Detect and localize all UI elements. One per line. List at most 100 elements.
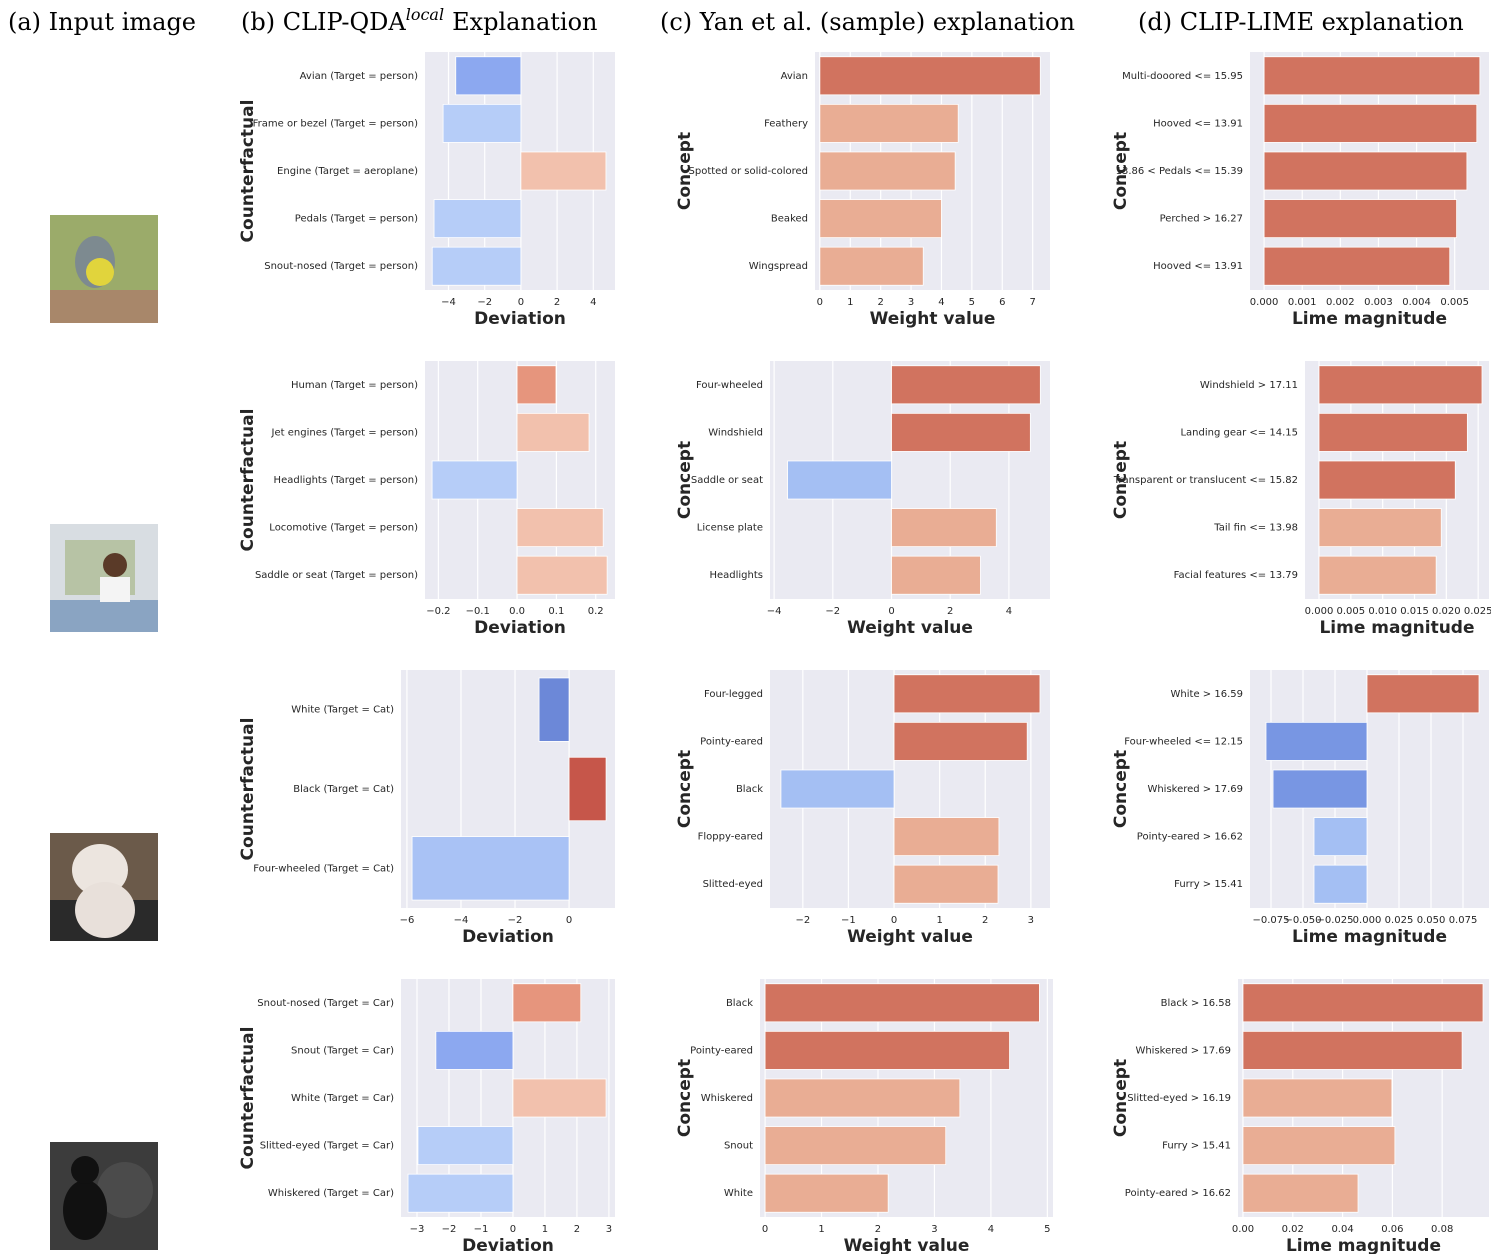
bar: [1318, 412, 1468, 452]
x-tick-label: 0.000: [1353, 915, 1382, 926]
x-axis-label: Lime magnitude: [1286, 1236, 1441, 1254]
bar: [764, 1173, 889, 1213]
x-tick-label: 0.005: [1337, 606, 1366, 617]
x-tick-label: 0.020: [1432, 606, 1461, 617]
bar: [1318, 460, 1456, 500]
bar: [1263, 199, 1457, 239]
y-tick-label: Wingspread: [749, 261, 808, 272]
bar: [516, 555, 608, 595]
y-tick-label: Four-wheeled <= 12.15: [1124, 736, 1243, 747]
x-tick-label: 1: [847, 297, 853, 308]
y-tick-label: Tail fin <= 13.98: [1213, 523, 1298, 534]
y-tick-label: Transparent or translucent <= 15.82: [1113, 475, 1298, 486]
chart: −0.075−0.050−0.025 0.000 0.025 0.050 0.075 Wh…: [1111, 670, 1489, 947]
y-axis-label: Concept: [675, 750, 695, 828]
bar: [780, 769, 895, 809]
y-tick-label: Jet engines (Target = person): [271, 427, 419, 438]
y-tick-label: Snout: [724, 1141, 753, 1152]
y-tick-label: Avian: [781, 71, 808, 82]
y-tick-label: Headlights (Target = person): [274, 475, 419, 486]
bar: [893, 674, 1041, 714]
x-tick-label: −3: [410, 1224, 425, 1235]
y-tick-label: Whiskered > 17.69: [1147, 784, 1243, 795]
bar: [516, 412, 590, 452]
header-b-sup: local: [406, 5, 444, 24]
y-tick-label: White: [724, 1188, 753, 1199]
x-axis-label: Lime magnitude: [1319, 618, 1474, 638]
y-axis-label: Concept: [675, 1059, 695, 1137]
input-image-bird: [50, 215, 158, 323]
x-axis-label: Lime magnitude: [1292, 927, 1447, 947]
x-tick-label: 0.02: [1282, 1224, 1304, 1235]
x-tick-label: −0.050: [1284, 915, 1321, 926]
x-tick-label: 5: [969, 297, 975, 308]
y-tick-label: Saddle or seat (Target = person): [255, 570, 418, 581]
x-axis-label: Weight value: [847, 927, 973, 947]
x-tick-label: 1: [542, 1224, 548, 1235]
bar: [819, 199, 942, 239]
input-image-black-cat: [50, 1142, 158, 1250]
header-b-prefix: (b) CLIP-QDA: [241, 8, 406, 36]
x-axis-label: Deviation: [462, 927, 554, 947]
y-axis-label: Concept: [1111, 1059, 1131, 1137]
x-tick-label: 0: [817, 297, 823, 308]
x-tick-label: 0: [566, 915, 572, 926]
y-tick-label: Black: [736, 784, 763, 795]
y-axis-label: Counterfactual: [238, 1027, 258, 1170]
bar: [411, 836, 570, 901]
y-tick-label: Black > 16.58: [1161, 998, 1231, 1009]
x-axis-label: Weight value: [847, 618, 973, 638]
y-tick-label: Pointy-eared > 16.62: [1137, 832, 1243, 843]
x-tick-label: −1: [474, 1224, 489, 1235]
x-tick-label: 2: [947, 606, 953, 617]
bar: [1313, 864, 1368, 904]
bar: [1265, 721, 1368, 761]
chart: 0 1 2 3 4 5 6 7 Avian Feathery Spotted or solid-co…: [675, 52, 1050, 329]
y-tick-label: Snout (Target = Car): [291, 1045, 394, 1056]
y-tick-label: Whiskered: [701, 1093, 753, 1104]
bar: [431, 460, 518, 500]
y-tick-label: Black: [726, 998, 753, 1009]
y-tick-label: Slitted-eyed > 16.19: [1127, 1093, 1231, 1104]
x-axis-label: Lime magnitude: [1292, 309, 1447, 329]
x-tick-label: 0.003: [1364, 297, 1393, 308]
bar: [764, 983, 1040, 1023]
y-tick-label: Feathery: [764, 118, 808, 129]
bar: [1242, 1078, 1393, 1118]
bar: [520, 151, 607, 191]
y-tick-label: Floppy-eared: [698, 832, 763, 843]
bar: [512, 983, 582, 1023]
x-tick-label: −0.1: [466, 606, 490, 617]
y-tick-label: Saddle or seat: [691, 475, 763, 486]
x-tick-label: 0.1: [548, 606, 564, 617]
y-tick-label: Perched > 16.27: [1160, 214, 1243, 225]
y-tick-label: Pointy-eared: [690, 1045, 753, 1056]
x-tick-label: −2: [795, 915, 810, 926]
bar: [1263, 103, 1478, 143]
input-image-cat: [50, 833, 158, 941]
bar: [455, 56, 522, 96]
x-tick-label: 0.04: [1331, 1224, 1353, 1235]
x-tick-label: 1: [818, 1224, 824, 1235]
chart: 0.000 0.001 0.002 0.003 0.004 0.005 Multi-dooo…: [1111, 52, 1489, 329]
x-tick-label: 0.000: [1250, 297, 1279, 308]
x-tick-label: 0.002: [1326, 297, 1355, 308]
x-tick-label: 7: [1029, 297, 1035, 308]
x-tick-label: −0.2: [426, 606, 450, 617]
y-tick-label: Facial features <= 13.79: [1174, 570, 1298, 581]
x-tick-label: 0.001: [1288, 297, 1317, 308]
x-tick-label: 0: [518, 297, 524, 308]
x-axis-label: Deviation: [474, 618, 566, 638]
bar: [1263, 56, 1481, 96]
header-b-suffix: Explanation: [452, 8, 597, 36]
bar: [891, 412, 1031, 452]
x-axis-label: Weight value: [844, 1236, 970, 1254]
x-tick-label: 0.00: [1232, 1224, 1254, 1235]
y-tick-label: White (Target = Car): [291, 1093, 394, 1104]
bar: [1313, 817, 1368, 857]
y-tick-label: Black (Target = Cat): [293, 784, 394, 795]
bar: [819, 151, 956, 191]
x-tick-label: −4: [767, 606, 782, 617]
bar: [435, 1030, 514, 1070]
x-tick-label: 2: [875, 1224, 881, 1235]
